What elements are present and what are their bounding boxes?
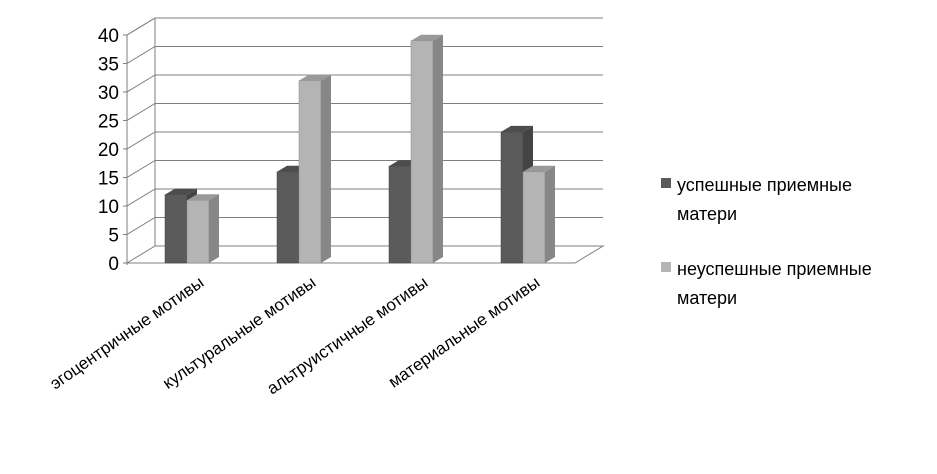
gridline xyxy=(126,188,603,207)
y-tick-label: 20 xyxy=(98,140,119,161)
bar-unsuccessful-0 xyxy=(186,194,219,264)
bar-top xyxy=(165,188,197,195)
legend-label-successful-line2: матери xyxy=(677,204,737,224)
y-axis-ticks: 0 5 10 15 20 25 30 35 40 xyxy=(98,26,119,275)
legend-item-unsuccessful: неуспешные приемные матери xyxy=(661,259,872,308)
bar-front xyxy=(276,171,300,264)
legend-item-successful: успешные приемные матери xyxy=(661,175,852,224)
legend-label-unsuccessful-line1: неуспешные приемные xyxy=(677,259,872,279)
bar-front xyxy=(500,131,524,264)
bar-top xyxy=(523,165,555,172)
bar-front xyxy=(186,200,210,264)
gridline xyxy=(126,160,603,178)
gridline xyxy=(126,17,603,36)
bar-unsuccessful-3 xyxy=(522,165,555,264)
bar-unsuccessful-1 xyxy=(298,74,331,264)
bar-unsuccessful-2 xyxy=(410,34,443,264)
bar-side xyxy=(209,194,219,263)
bar-side xyxy=(433,34,443,264)
bar-front xyxy=(298,80,322,264)
gridline xyxy=(126,74,603,93)
bar-side xyxy=(545,165,555,263)
y-tick-label: 10 xyxy=(98,197,119,218)
y-tick-label: 5 xyxy=(108,226,119,247)
y-tick-label: 15 xyxy=(98,169,119,190)
legend-label-unsuccessful-line2: матери xyxy=(677,288,737,308)
bar-top xyxy=(299,74,331,81)
bar-front xyxy=(522,171,546,264)
bar-top xyxy=(411,34,443,41)
bar-front xyxy=(410,40,434,264)
bar-side xyxy=(321,74,331,263)
bar-top xyxy=(187,194,219,201)
gridlines xyxy=(123,17,603,264)
y-tick-label: 40 xyxy=(98,26,119,47)
y-tick-label: 25 xyxy=(98,112,119,133)
bar-top xyxy=(501,125,533,132)
legend: успешные приемные матери неуспешные прие… xyxy=(661,175,872,308)
y-tick-label: 0 xyxy=(108,254,119,275)
legend-swatch-successful xyxy=(661,178,671,188)
gridline xyxy=(126,217,603,235)
y-tick-label: 35 xyxy=(98,55,119,76)
bar-front xyxy=(388,165,412,264)
y-tick-label: 30 xyxy=(98,83,119,104)
bar-front xyxy=(164,194,188,264)
legend-swatch-unsuccessful xyxy=(661,262,671,272)
gridline xyxy=(126,46,603,64)
legend-label-successful-line1: успешные приемные xyxy=(677,175,852,195)
gridline xyxy=(126,103,603,121)
gridline xyxy=(126,131,603,150)
bars xyxy=(164,34,555,264)
